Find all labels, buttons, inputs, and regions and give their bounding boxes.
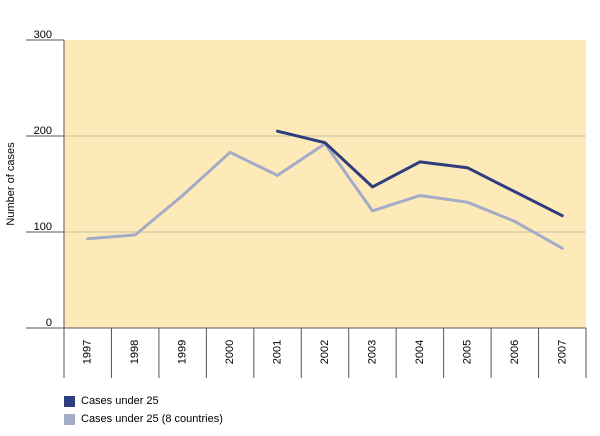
legend-swatch-series-1 bbox=[64, 395, 75, 407]
series-line-1 bbox=[276, 129, 564, 218]
y-axis: 0 100 200 300 bbox=[26, 29, 65, 329]
x-tick-label-2000: 2000 bbox=[224, 340, 236, 364]
x-tick-label-2007: 2007 bbox=[556, 340, 568, 364]
y-axis-title: Number of cases bbox=[5, 142, 17, 226]
gridlines bbox=[64, 135, 586, 233]
legend-item-series-2: Cases under 25 (8 countries) bbox=[64, 410, 223, 428]
legend-label-series-2: Cases under 25 (8 countries) bbox=[81, 413, 223, 425]
legend-item-series-1: Cases under 25 bbox=[64, 392, 223, 410]
y-tick-label-100: 100 bbox=[34, 221, 52, 233]
series-layer bbox=[86, 129, 564, 250]
x-tick-label-1997: 1997 bbox=[82, 340, 94, 364]
y-tick-label-0: 0 bbox=[46, 317, 52, 329]
y-tick-label-300: 300 bbox=[34, 29, 52, 41]
legend-swatch-series-2 bbox=[64, 413, 75, 425]
x-tick-label-2002: 2002 bbox=[319, 340, 331, 364]
legend-label-series-1: Cases under 25 bbox=[81, 395, 159, 407]
x-tick-label-1999: 1999 bbox=[177, 340, 189, 364]
x-tick-label-2004: 2004 bbox=[414, 340, 426, 364]
x-tick-label-2005: 2005 bbox=[461, 340, 473, 364]
x-tick-label-2006: 2006 bbox=[509, 340, 521, 364]
y-tick-label-200: 200 bbox=[34, 125, 52, 137]
x-axis: 1997 1998 1999 2000 2001 2002 2003 2004 2005 2006… bbox=[63, 327, 587, 378]
x-tick-label-2001: 2001 bbox=[272, 340, 284, 364]
x-tick-label-2003: 2003 bbox=[366, 340, 378, 364]
plot-area bbox=[64, 40, 586, 328]
legend: Cases under 25 Cases under 25 (8 countri… bbox=[64, 392, 223, 428]
x-tick-label-1998: 1998 bbox=[129, 340, 141, 364]
